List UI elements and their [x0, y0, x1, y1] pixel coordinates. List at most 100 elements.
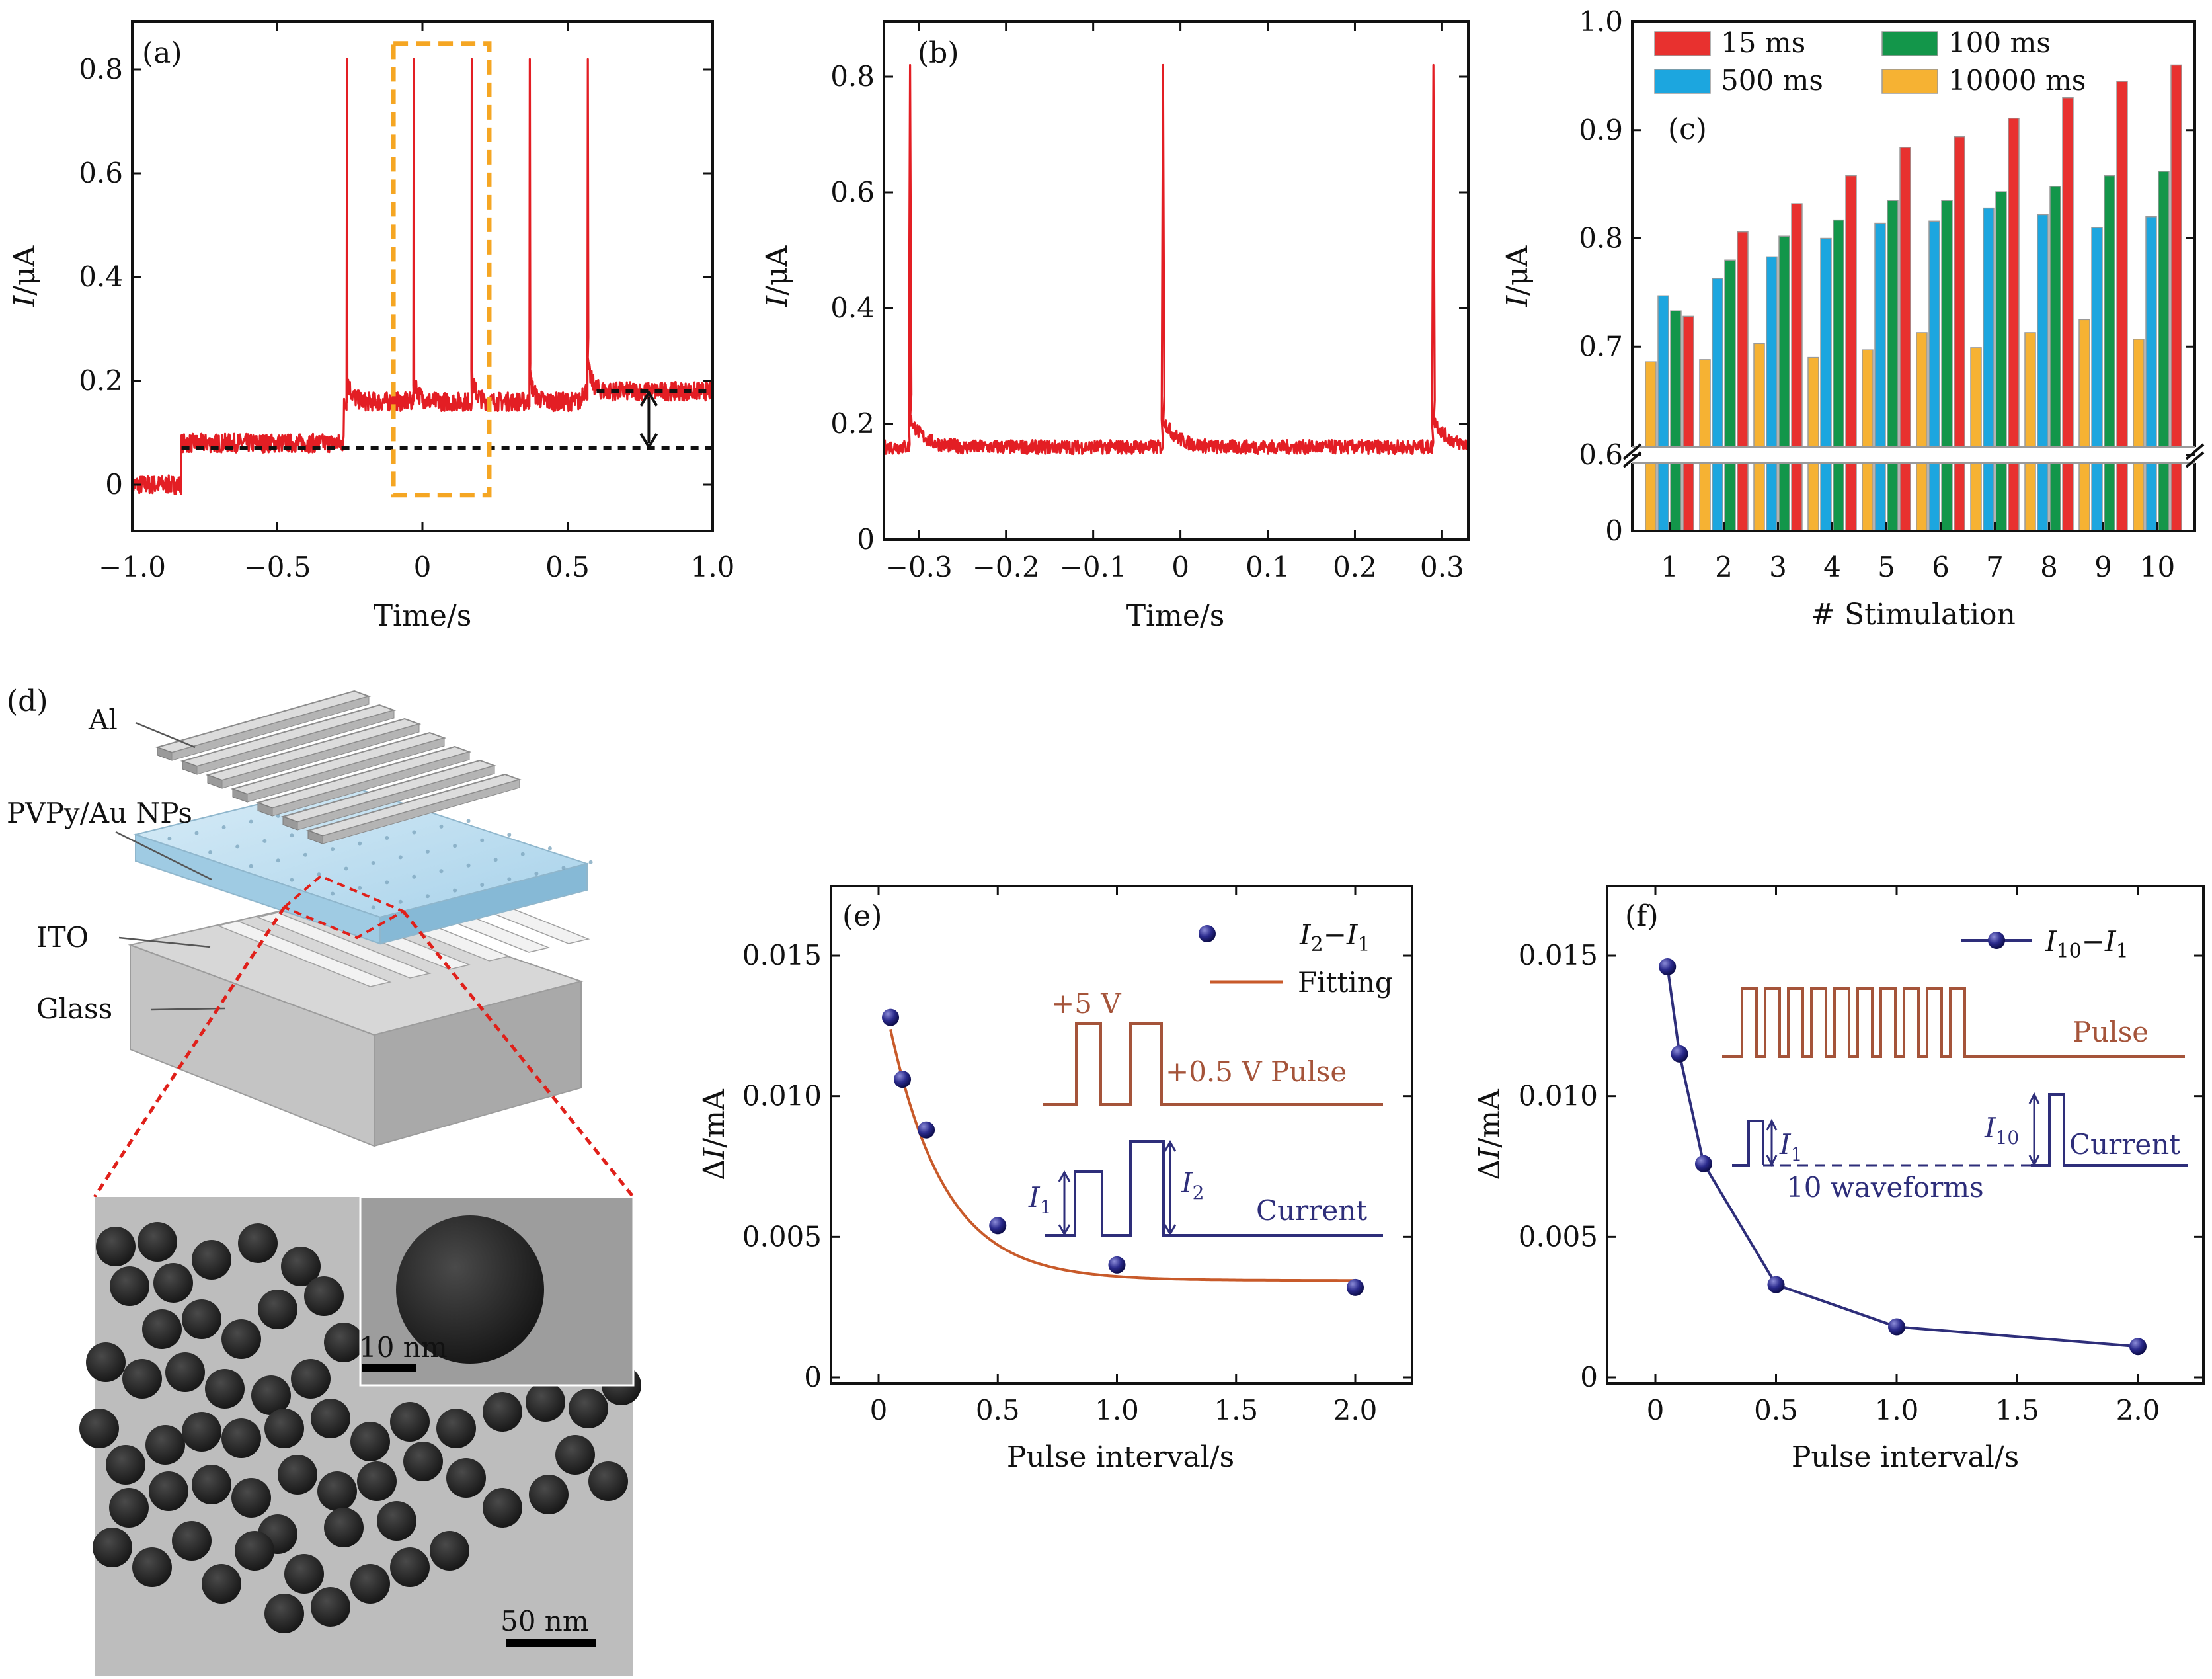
panel-f-data-point	[2129, 1338, 2147, 1356]
panel-c-bar	[1766, 256, 1778, 532]
pvpy-dot	[588, 860, 593, 864]
tem-nanoparticle	[304, 1276, 344, 1316]
i1-label: I1	[1028, 1181, 1051, 1218]
panel-c-xtick-label: 5	[1877, 551, 1895, 583]
tem-nanoparticle	[291, 1359, 331, 1399]
pvpy-dot	[425, 894, 430, 899]
panel-c-bar	[1845, 175, 1857, 532]
panel-b-xtick-label: −0.1	[1060, 551, 1127, 583]
panel-f-series-line	[1666, 966, 2139, 1348]
panel-f-data-point	[1659, 958, 1677, 976]
panel-c-bar	[1887, 200, 1899, 532]
panel-c-xtick-label: 9	[2094, 551, 2112, 583]
pvpy-dot	[507, 833, 512, 837]
panel-e-ytick-label: 0	[804, 1361, 822, 1393]
panel-a: 00.20.40.60.8−1.0 −0.5 0 0.5 1.0 (a) Time/s …	[8, 20, 734, 633]
panel-f-xtick-label: 0.5	[1754, 1394, 1798, 1426]
panel-b-xlabel: Time/s	[1126, 599, 1225, 633]
legend-label: 15 ms	[1721, 26, 1805, 59]
tem-nanoparticle	[403, 1442, 443, 1481]
panel-b-ytick-label: 0.2	[830, 407, 875, 440]
panel-b-ytick-label: 0.8	[830, 60, 875, 93]
panel-f: 0 0.005 0.010 0.015 0 0.5 1.0 1.5 2.0 (f) Pulse …	[1473, 885, 2205, 1474]
al-bar-side	[247, 737, 445, 803]
panel-b-ytick-label: 0	[857, 523, 875, 555]
panel-a-xtick-label: 0.5	[545, 551, 590, 583]
panel-c-ylabel: I/μA	[1501, 245, 1534, 307]
panel-e-data-point	[1347, 1278, 1364, 1296]
tem-nanoparticle	[264, 1594, 304, 1633]
f-i1-label: I1	[1779, 1128, 1802, 1165]
tem-nanoparticle	[311, 1399, 350, 1438]
pvpy-dot	[480, 883, 485, 887]
panel-c-bar	[1862, 349, 1874, 532]
panel-c-label: (c)	[1668, 112, 1707, 146]
panel-a-ytick-label: 0.2	[79, 364, 123, 397]
panel-e-ytick-label: 0.015	[742, 939, 822, 971]
panel-c-bar	[2091, 227, 2103, 532]
panel-b-ylabel: I/μA	[760, 245, 794, 307]
legend-label: 100 ms	[1948, 26, 2051, 59]
panel-e-ylabel: ΔI/mA	[697, 1088, 731, 1180]
tem-nanoparticle	[221, 1319, 261, 1359]
panel-c-bar	[2133, 339, 2145, 532]
pvpy-dot	[371, 905, 375, 910]
pvpy-dot	[493, 858, 498, 862]
panel-c-xtick-label: 7	[1986, 551, 2004, 583]
tem-nanoparticle	[231, 1478, 271, 1518]
panel-c-bar	[1954, 136, 1965, 532]
pvpy-dot	[358, 885, 362, 890]
panel-f-ytick-label: 0.010	[1519, 1080, 1598, 1112]
al-bar-side	[272, 751, 470, 817]
pvpy-dot	[412, 874, 416, 879]
panel-a-highlight-box	[391, 41, 492, 498]
tem-nanoparticle	[264, 1409, 304, 1448]
label-al: Al	[88, 704, 118, 736]
al-bar-side	[221, 723, 420, 789]
f-i10-arrow-heads	[2028, 1092, 2040, 1167]
al-bar-side	[322, 779, 520, 844]
panel-f-label: (f)	[1625, 899, 1659, 933]
tem-nanoparticle	[153, 1263, 193, 1303]
panel-f-points	[1659, 958, 2147, 1356]
ito-stripe	[216, 921, 392, 987]
tem-nanoparticle	[192, 1465, 231, 1504]
pvpy-dot	[561, 866, 566, 870]
tem-nanoparticle	[221, 1418, 261, 1458]
i1-arrow-heads	[1058, 1170, 1071, 1237]
pvpy-dot	[480, 838, 485, 842]
pvpy-dot	[425, 849, 430, 854]
panel-c-xtick-label: 1	[1661, 551, 1679, 583]
scale-main-label: 50 nm	[500, 1605, 589, 1637]
panel-c-frame	[1631, 20, 2196, 532]
panel-c-ticks: 0 0.6 0.7 0.8 0.9 1.0 1 2 3 4 5 6 7 8 9 10	[1579, 5, 2195, 583]
panel-c-bar	[1778, 235, 1790, 532]
tem-nanoparticle	[390, 1547, 430, 1587]
panel-a-ylabel: I/μA	[8, 245, 42, 307]
tem-nanoparticle	[377, 1501, 416, 1541]
tem-nanoparticle	[258, 1290, 297, 1329]
panel-b-current-trace	[883, 63, 1470, 456]
panel-a-ticks: 0 0.2 0.4 0.6 0.8 −1.0 −0.5 0 0.5 1.0	[79, 22, 734, 583]
pulse-read-label: +0.5 V Pulse	[1165, 1055, 1347, 1088]
al-bar-side	[171, 696, 370, 761]
pvpy-dot	[507, 877, 512, 881]
tem-nanoparticle	[238, 1223, 278, 1263]
panel-b: 00.20.40.60.8−0.3 −0.2 −0.1 0 0.1 0.2 0.3 (b) …	[760, 20, 1470, 633]
tem-nanoparticle	[390, 1402, 430, 1442]
panel-d-label: (d)	[7, 684, 48, 718]
tem-nanoparticle	[483, 1392, 522, 1432]
panel-f-ytick-label: 0.005	[1519, 1220, 1598, 1252]
panel-a-frame	[131, 20, 714, 532]
pulse-label: Pulse	[2073, 1016, 2149, 1048]
panel-a-traces	[131, 41, 714, 498]
tem-nanoparticle	[192, 1240, 231, 1280]
panel-c-bar	[1970, 347, 1982, 532]
label-pvpy-leader	[115, 831, 212, 881]
legend-label: 10000 ms	[1948, 64, 2086, 97]
tem-nanoparticle	[251, 1375, 291, 1415]
panel-c-xtick-label: 8	[2040, 551, 2058, 583]
tem-nanoparticle	[205, 1369, 245, 1409]
panel-c-xtick-label: 2	[1715, 551, 1733, 583]
pvpy-dot	[371, 861, 375, 865]
